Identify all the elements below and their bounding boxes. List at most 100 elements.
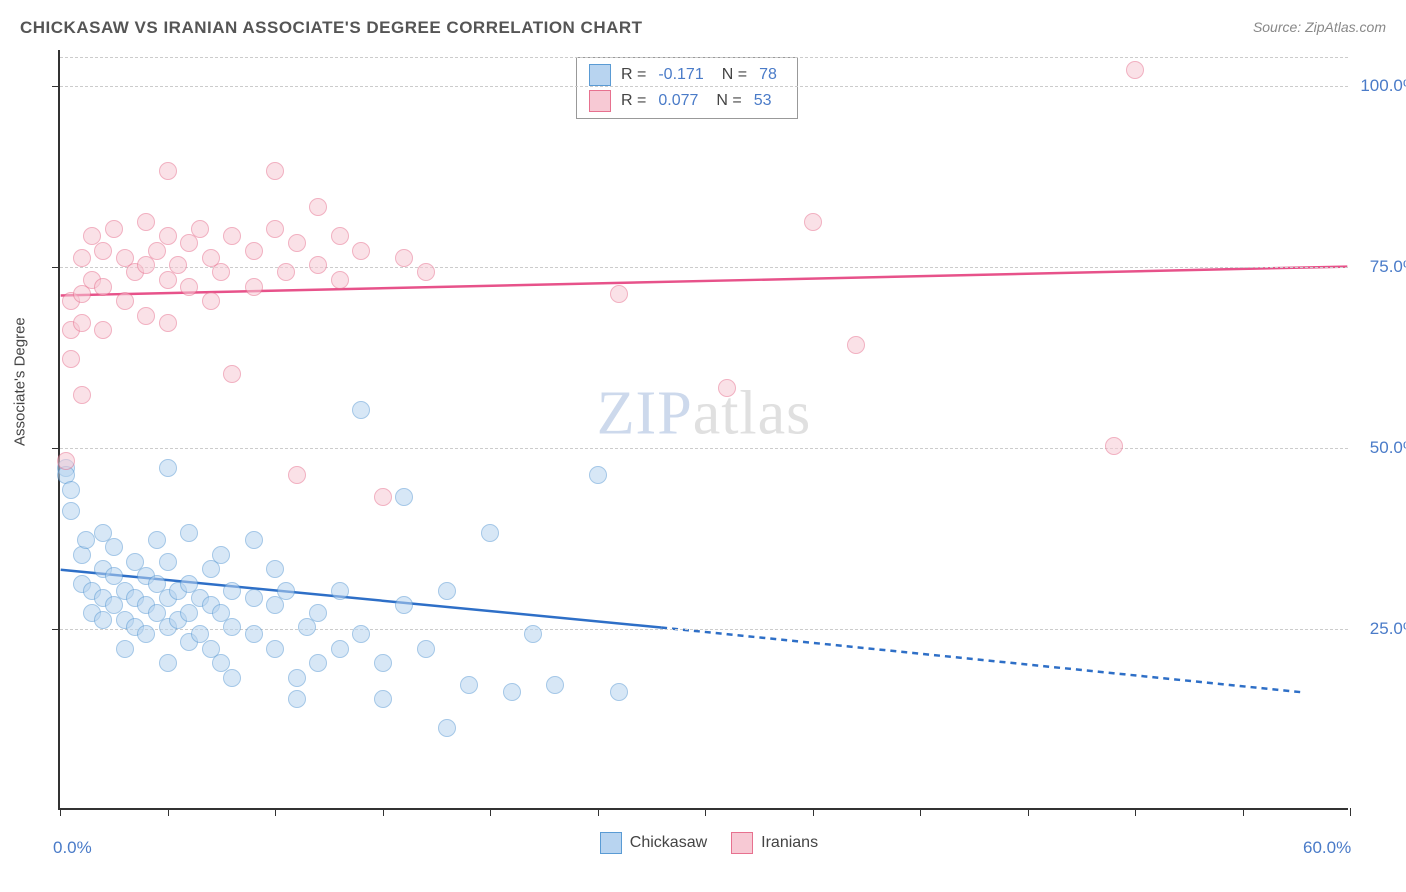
data-point bbox=[212, 546, 230, 564]
swatch-icon bbox=[589, 90, 611, 112]
source-label: Source: bbox=[1253, 19, 1305, 35]
data-point bbox=[277, 582, 295, 600]
xtick-label-max: 60.0% bbox=[1303, 838, 1351, 858]
n-value: 78 bbox=[759, 66, 777, 84]
xtick-label-min: 0.0% bbox=[53, 838, 92, 858]
data-point bbox=[245, 242, 263, 260]
data-point bbox=[438, 719, 456, 737]
data-point bbox=[374, 488, 392, 506]
data-point bbox=[309, 654, 327, 672]
xtick bbox=[920, 808, 921, 816]
data-point bbox=[438, 582, 456, 600]
data-point bbox=[116, 640, 134, 658]
data-point bbox=[524, 625, 542, 643]
data-point bbox=[266, 162, 284, 180]
data-point bbox=[481, 524, 499, 542]
plot-area: ZIPatlas R =-0.171N =78R =0.077N =53 25.… bbox=[58, 50, 1348, 810]
data-point bbox=[417, 640, 435, 658]
gridline-h bbox=[60, 86, 1348, 87]
data-point bbox=[223, 618, 241, 636]
data-point bbox=[116, 292, 134, 310]
xtick bbox=[490, 808, 491, 816]
legend-label-iranians: Iranians bbox=[761, 834, 818, 852]
legend-stat-row: R =0.077N =53 bbox=[577, 88, 797, 114]
data-point bbox=[374, 690, 392, 708]
data-point bbox=[503, 683, 521, 701]
data-point bbox=[73, 314, 91, 332]
data-point bbox=[105, 538, 123, 556]
data-point bbox=[94, 321, 112, 339]
data-point bbox=[57, 452, 75, 470]
data-point bbox=[309, 256, 327, 274]
data-point bbox=[159, 314, 177, 332]
data-point bbox=[277, 263, 295, 281]
data-point bbox=[546, 676, 564, 694]
source-name: ZipAtlas.com bbox=[1305, 19, 1386, 35]
trend-lines-layer bbox=[60, 50, 1348, 808]
data-point bbox=[288, 466, 306, 484]
xtick bbox=[60, 808, 61, 816]
data-point bbox=[266, 640, 284, 658]
data-point bbox=[352, 625, 370, 643]
data-point bbox=[309, 198, 327, 216]
data-point bbox=[288, 690, 306, 708]
ytick bbox=[52, 448, 60, 449]
data-point bbox=[331, 271, 349, 289]
ytick bbox=[52, 86, 60, 87]
data-point bbox=[202, 292, 220, 310]
data-point bbox=[62, 350, 80, 368]
xtick bbox=[168, 808, 169, 816]
data-point bbox=[460, 676, 478, 694]
swatch-chickasaw bbox=[600, 832, 622, 854]
xtick bbox=[275, 808, 276, 816]
data-point bbox=[159, 459, 177, 477]
swatch-iranians bbox=[731, 832, 753, 854]
data-point bbox=[1105, 437, 1123, 455]
data-point bbox=[62, 481, 80, 499]
watermark-atlas: atlas bbox=[693, 379, 812, 447]
r-value: -0.171 bbox=[658, 66, 703, 84]
trend-line bbox=[661, 628, 1304, 693]
data-point bbox=[73, 249, 91, 267]
data-point bbox=[589, 466, 607, 484]
y-axis-label: Associate's Degree bbox=[12, 317, 29, 446]
legend-bottom: Chickasaw Iranians bbox=[600, 832, 818, 854]
n-label: N = bbox=[716, 92, 741, 110]
data-point bbox=[395, 596, 413, 614]
data-point bbox=[417, 263, 435, 281]
data-point bbox=[223, 227, 241, 245]
r-value: 0.077 bbox=[658, 92, 698, 110]
data-point bbox=[159, 654, 177, 672]
watermark: ZIPatlas bbox=[597, 378, 812, 449]
data-point bbox=[159, 162, 177, 180]
xtick bbox=[705, 808, 706, 816]
xtick bbox=[598, 808, 599, 816]
xtick bbox=[383, 808, 384, 816]
data-point bbox=[94, 278, 112, 296]
swatch-icon bbox=[589, 64, 611, 86]
gridline-h bbox=[60, 267, 1348, 268]
data-point bbox=[395, 249, 413, 267]
data-point bbox=[610, 285, 628, 303]
data-point bbox=[137, 307, 155, 325]
legend-stats: R =-0.171N =78R =0.077N =53 bbox=[576, 57, 798, 119]
data-point bbox=[395, 488, 413, 506]
data-point bbox=[77, 531, 95, 549]
data-point bbox=[169, 256, 187, 274]
xtick bbox=[1350, 808, 1351, 816]
xtick bbox=[813, 808, 814, 816]
data-point bbox=[245, 625, 263, 643]
data-point bbox=[94, 242, 112, 260]
data-point bbox=[245, 278, 263, 296]
data-point bbox=[137, 625, 155, 643]
data-point bbox=[223, 365, 241, 383]
ytick-label: 50.0% bbox=[1358, 438, 1406, 458]
data-point bbox=[331, 640, 349, 658]
data-point bbox=[288, 234, 306, 252]
data-point bbox=[374, 654, 392, 672]
data-point bbox=[352, 401, 370, 419]
ytick bbox=[52, 629, 60, 630]
data-point bbox=[288, 669, 306, 687]
n-value: 53 bbox=[754, 92, 772, 110]
source: Source: ZipAtlas.com bbox=[1253, 19, 1386, 37]
